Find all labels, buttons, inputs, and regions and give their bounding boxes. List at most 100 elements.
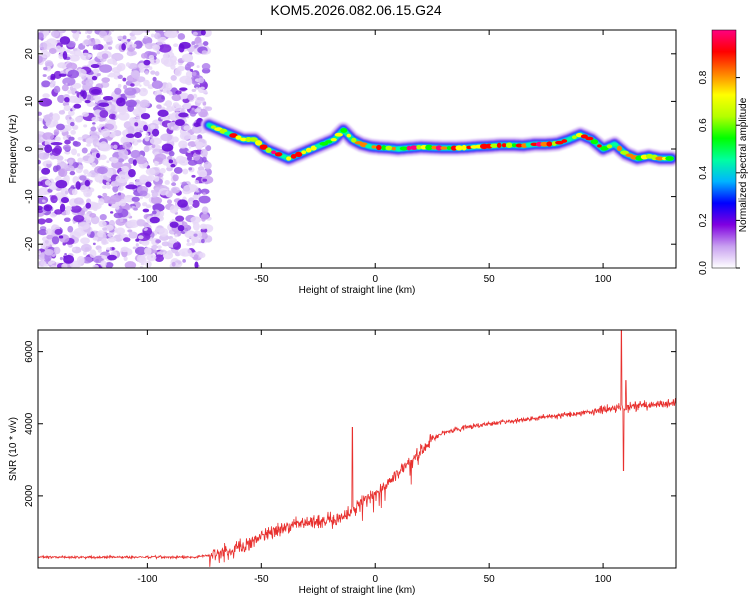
spectrogram-ridge-spot [265,147,272,153]
spectrogram-noise-blob [117,83,122,88]
spectrogram-x-tick-label: -100 [137,274,157,285]
spectrogram-noise-blob [38,187,50,196]
spectrogram-noise-blob [192,31,198,36]
spectrogram-noise-blob [77,157,84,163]
spectrogram-noise-blob [194,108,202,113]
spectrogram-noise-blob [168,91,173,96]
spectrogram-noise-blob [170,74,177,81]
spectrogram-noise-blob [127,63,138,70]
spectrogram-noise-blob [151,244,158,250]
spectrogram-noise-blob [201,63,211,71]
spectrogram-y-ticks: 20 10 0 -10 -20 [24,48,676,251]
spectrogram-noise-blob [45,228,53,235]
spectrogram-noise-blob [83,188,93,198]
spectrogram-noise-blob [122,141,132,150]
spectrogram-y-tick-label: 20 [24,48,35,60]
spectrogram-noise-blob [183,184,196,193]
spectrogram-noise-blob [160,56,169,65]
spectrogram-noise-blob [89,249,97,258]
spectrogram-noise-blob-strong [41,167,51,175]
spectrogram-noise-blob [38,97,53,107]
spectrogram-noise-blob [191,241,195,246]
spectrogram-noise-blob [43,66,48,71]
spectrogram-noise-blob [154,254,164,263]
spectrogram-noise-blob [154,71,160,76]
spectrogram-noise-blob [112,185,119,193]
snr-background [38,330,676,568]
spectrogram-noise-blob [101,128,110,138]
spectrogram-noise-blob-strong [85,202,92,209]
spectrogram-noise-blob [187,159,198,166]
spectrogram-noise-blob [120,246,129,253]
spectrogram-noise-blob [108,72,115,78]
spectrogram-noise-blob [64,253,67,256]
spectrogram-ridge-spot [259,144,268,150]
spectrogram-noise-blob [192,199,200,209]
spectrogram-noise-blob [198,195,211,204]
spectrogram-noise-blob [107,236,117,243]
spectrogram-noise-blob [75,91,79,94]
spectrogram-noise-blob [105,181,110,186]
spectrogram-noise-blob [196,65,200,69]
spectrogram-noise-blob [171,94,182,102]
spectrogram-noise-blob [68,159,74,166]
spectrogram-noise-blob [51,236,60,245]
spectrogram-noise-blob [151,143,156,149]
spectrogram-noise-blob [113,212,123,219]
spectrogram-noise-blob [137,139,142,143]
spectrogram-noise-blob [64,158,68,162]
spectrogram-noise-blob-strong [169,221,179,228]
spectrogram-noise-blob [92,255,104,264]
spectrogram-noise-blob [79,175,87,181]
spectrogram-noise-blob [164,180,170,185]
spectrogram-noise-blob [185,70,193,78]
spectrogram-noise-blob [38,250,42,255]
spectrogram-noise-blob [117,62,126,72]
spectrogram-noise-blob [119,218,124,223]
spectrogram-noise-blob [159,167,166,174]
spectrogram-noise-blob [38,181,43,187]
snr-x-ticks: -100 -50 0 50 100 [137,330,612,585]
spectrogram-noise-blob [49,212,57,218]
spectrogram-noise-blob [46,234,54,240]
spectrogram-noise-blob-strong [151,128,160,137]
spectrogram-noise-blob [101,255,108,259]
spectrogram-noise-blob [92,44,100,50]
spectrogram-noise-blob [86,186,89,190]
spectrogram-noise-blob [172,102,180,108]
spectrogram-noise-blob [139,176,144,180]
spectrogram-noise-blob [80,52,92,61]
spectrogram-noise-blob [139,266,144,268]
spectrogram-noise-blob [191,71,197,76]
spectrogram-noise-blob [92,68,100,74]
spectrogram-noise-blob [119,198,127,207]
spectrogram-ridge-spot [334,132,343,137]
spectrogram-x-ticks: -100 -50 0 50 100 [137,30,612,285]
spectrogram-noise-blob [175,215,185,222]
snr-x-tick-label: 50 [484,574,496,585]
spectrogram-noise-blob [77,136,83,141]
spectrogram-y-tick-label: -10 [24,189,35,204]
spectrogram-noise-blob [45,218,53,224]
spectrogram-noise-blob [109,211,114,214]
spectrogram-noise-blob [134,122,139,127]
snr-x-tick-label: 0 [372,574,378,585]
spectrogram-noise-blob [184,63,191,71]
spectrogram-noise-blob [92,264,99,268]
spectrogram-noise-blob [132,108,143,117]
spectrogram-noise-blob-strong [90,63,100,69]
spectrogram-ridge-spot [391,146,397,151]
spectrogram-ridge-spot [249,137,258,142]
spectrogram-noise-blob [85,218,91,224]
spectrogram-noise-blob [98,180,103,184]
snr-frame [37,329,677,569]
spectrogram-noise-blob-strong [116,97,126,107]
spectrogram-noise-blob [200,213,209,220]
spectrogram-noise-blob [104,123,115,131]
spectrogram-ridge-spot [406,145,412,151]
spectrogram-noise-blob [162,158,170,166]
spectrogram-noise-blob [166,106,174,112]
spectrogram-noise-blob [51,139,55,143]
spectrogram-noise-blob [131,221,136,227]
